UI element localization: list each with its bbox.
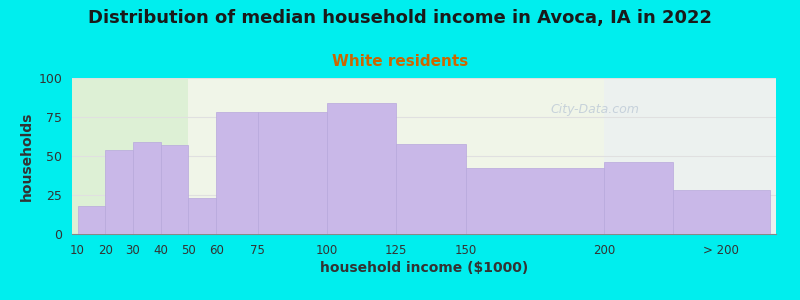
Text: City-Data.com: City-Data.com [550,103,639,116]
Text: Distribution of median household income in Avoca, IA in 2022: Distribution of median household income … [88,9,712,27]
Bar [604,162,674,234]
Bar [258,112,327,234]
X-axis label: household income ($1000): household income ($1000) [320,261,528,275]
Bar [78,206,106,234]
Bar [161,145,189,234]
Bar [72,78,189,234]
Bar [674,190,770,234]
Bar [189,198,216,234]
Bar [106,150,133,234]
Bar [604,78,776,234]
Bar [327,103,396,234]
Bar [133,142,161,234]
Bar [466,169,604,234]
Bar [216,112,258,234]
Bar [396,143,466,234]
Text: White residents: White residents [332,54,468,69]
Y-axis label: households: households [20,111,34,201]
